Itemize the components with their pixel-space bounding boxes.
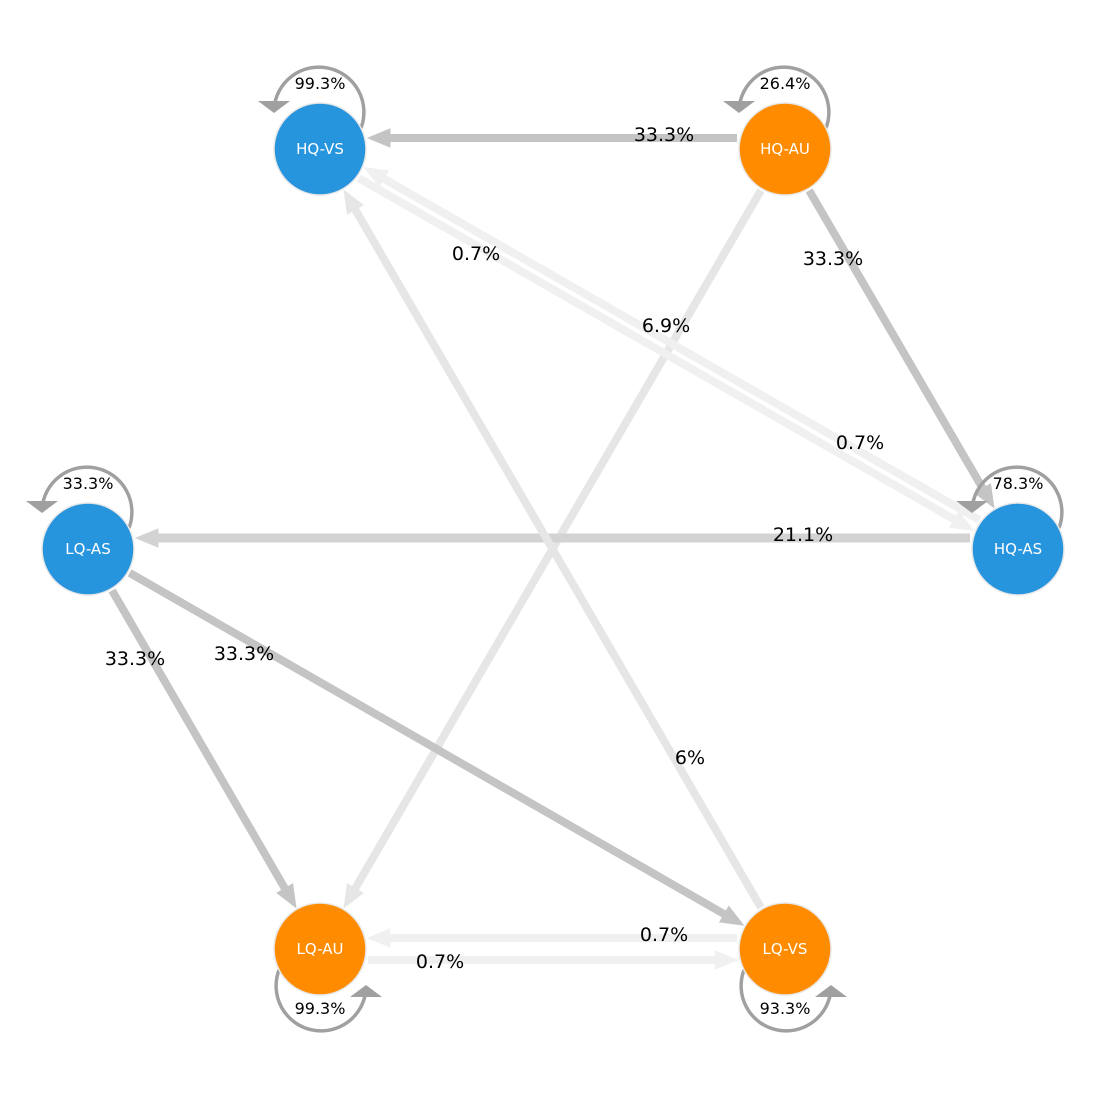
edge-label-hq-au-to-lq-au: 6.9%	[642, 315, 690, 337]
edges-layer	[108, 128, 995, 970]
edge-lq-as-to-lq-au	[108, 588, 297, 909]
edge-arrowhead	[719, 905, 745, 926]
edge-arrowhead	[343, 883, 364, 909]
node-lq-au: LQ-AU	[273, 902, 367, 996]
edge-arrowhead	[366, 128, 391, 148]
self-loop-arrowhead	[956, 501, 988, 513]
nodes-layer: HQ-VS HQ-AU LQ-AS HQ-AS LQ-AU LQ-VS	[41, 102, 1065, 996]
edge-arrowhead	[343, 189, 364, 215]
self-loop-arrowhead	[723, 101, 755, 113]
self-loop-lq-as	[26, 465, 134, 529]
edge-label-lq-vs-to-hq-vs: 6%	[675, 747, 705, 769]
node-hq-as: HQ-AS	[971, 502, 1065, 596]
edge-arrowhead	[366, 928, 391, 948]
self-loop-arc	[272, 65, 366, 129]
self-loop-arc	[274, 969, 368, 1033]
edge-arrowhead	[363, 167, 389, 188]
edge-lq-vs-to-lq-au	[366, 928, 737, 948]
edge-hq-as-to-hq-vs	[363, 167, 982, 524]
self-loop-lq-vs	[739, 969, 847, 1033]
edge-arrowhead	[134, 528, 159, 548]
edge-line	[108, 588, 289, 891]
edge-line	[381, 175, 982, 524]
edge-label-hq-au-to-hq-as: 33.3%	[803, 248, 863, 270]
self-loop-arc	[40, 465, 134, 529]
self-loop-arrowhead	[815, 985, 847, 997]
edge-line	[127, 569, 727, 918]
edge-label-lq-as-to-lq-au: 33.3%	[105, 648, 165, 670]
self-loop-arc	[970, 465, 1064, 529]
node-circle	[738, 902, 832, 996]
self-loop-label-hq-as: 78.3%	[993, 474, 1044, 493]
edge-arrowhead	[276, 883, 297, 909]
self-loop-label-lq-vs: 93.3%	[760, 999, 811, 1018]
edge-arrowhead	[949, 510, 975, 531]
node-circle	[273, 902, 367, 996]
edge-arrowhead	[974, 483, 995, 509]
node-circle	[738, 102, 832, 196]
self-loop-label-lq-au: 99.3%	[295, 999, 346, 1018]
self-loop-arrowhead	[258, 101, 290, 113]
edge-arrowhead	[714, 950, 739, 970]
node-lq-vs: LQ-VS	[738, 902, 832, 996]
edge-lq-as-to-lq-vs	[127, 569, 745, 926]
node-label: LQ-VS	[763, 940, 808, 958]
self-loop-label-lq-as: 33.3%	[63, 474, 114, 493]
edge-label-hq-as-to-hq-vs: 0.7%	[836, 432, 884, 454]
self-loop-arc	[737, 65, 831, 129]
self-loop-arrowhead	[26, 501, 58, 513]
node-label: HQ-VS	[296, 140, 344, 158]
edge-label-hq-au-to-hq-vs: 33.3%	[634, 124, 694, 146]
self-loop-hq-vs	[258, 65, 366, 129]
self-loop-hq-au	[723, 65, 831, 129]
node-hq-au: HQ-AU	[738, 102, 832, 196]
edge-hq-as-to-lq-as	[134, 528, 970, 548]
edge-label-hq-vs-to-hq-as: 0.7%	[452, 243, 500, 265]
edge-label-lq-as-to-lq-vs: 33.3%	[214, 643, 274, 665]
edge-line	[351, 207, 765, 910]
node-label: LQ-AS	[65, 540, 110, 558]
self-loop-label-hq-vs: 99.3%	[295, 74, 346, 93]
node-label: HQ-AU	[760, 140, 810, 158]
edge-hq-au-to-hq-as	[805, 188, 995, 509]
edge-line	[805, 188, 987, 491]
self-loop-arc	[739, 969, 833, 1033]
edge-label-lq-vs-to-lq-au: 0.7%	[640, 924, 688, 946]
self-loop-label-hq-au: 26.4%	[760, 74, 811, 93]
node-circle	[971, 502, 1065, 596]
edge-hq-vs-to-hq-as	[356, 174, 975, 531]
edge-hq-au-to-hq-vs	[366, 128, 737, 148]
edge-lq-vs-to-hq-vs	[343, 189, 765, 910]
node-hq-vs: HQ-VS	[273, 102, 367, 196]
self-loop-lq-au	[274, 969, 382, 1033]
self-loop-hq-as	[956, 465, 1064, 529]
edge-line	[356, 174, 957, 523]
edge-lq-au-to-lq-vs	[368, 950, 739, 970]
node-circle	[273, 102, 367, 196]
node-label: LQ-AU	[297, 940, 344, 958]
edge-label-hq-as-to-lq-as: 21.1%	[773, 524, 833, 546]
node-label: HQ-AS	[994, 540, 1042, 558]
edge-label-lq-au-to-lq-vs: 0.7%	[416, 951, 464, 973]
self-loop-arrowhead	[350, 985, 382, 997]
edge-labels-layer: 33.3% 33.3% 6.9% 0.7% 0.7% 21.1% 6% 33.3% 33.3% 0…	[63, 74, 1044, 1018]
node-circle	[41, 502, 135, 596]
self-loops-layer	[26, 65, 1064, 1033]
node-lq-as: LQ-AS	[41, 502, 135, 596]
